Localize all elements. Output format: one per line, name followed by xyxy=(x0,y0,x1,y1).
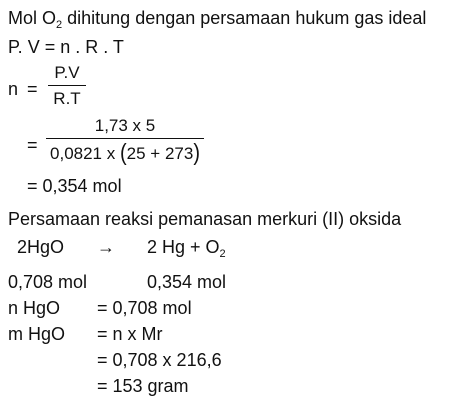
substitution-fraction-bar xyxy=(46,138,204,140)
m-hgo-label: m HgO xyxy=(8,324,66,344)
products-o2-subscript: 2 xyxy=(219,248,226,260)
intro-text-before-sub: Mol O xyxy=(8,8,57,28)
m-hgo-result: = 153 gram xyxy=(97,376,189,396)
oxygen-subscript: 2 xyxy=(56,19,63,31)
n-symbol: n xyxy=(8,79,19,99)
products-text: 2 Hg + O xyxy=(147,237,220,257)
n-equals: = xyxy=(27,79,38,99)
ideal-gas-law: P. V = n . R . T xyxy=(8,37,124,57)
n-hgo-value: = 0,708 mol xyxy=(97,298,192,318)
paren-content: 25 + 273 xyxy=(126,144,194,164)
m-hgo-substituted: = 0,708 x 216,6 xyxy=(97,350,222,370)
intro-text: Mol O2 dihitung dengan persamaan hukum g… xyxy=(8,8,427,31)
substitution-equals: = xyxy=(27,135,38,155)
denominator-prefix: 0,0821 x xyxy=(50,144,116,164)
rt-denominator: R.T xyxy=(53,89,81,109)
substitution-numerator: 1,73 x 5 xyxy=(94,116,156,135)
close-paren: ) xyxy=(193,140,200,166)
pv-over-rt-fraction: P.V R.T xyxy=(48,64,86,107)
reaction-products: 2 Hg + O2 xyxy=(147,237,226,260)
reaction-arrow: → xyxy=(97,237,115,257)
open-paren: ( xyxy=(119,140,127,166)
mol-hgo-value: 0,708 mol xyxy=(8,272,88,292)
fraction-bar xyxy=(48,85,86,87)
n-hgo-label: n HgO xyxy=(8,298,61,318)
m-hgo-formula: = n x Mr xyxy=(97,324,163,344)
substitution-fraction: 1,73 x 5 0,0821 x (25 + 273) xyxy=(46,116,204,166)
reaction-title: Persamaan reaksi pemanasan merkuri (II) … xyxy=(8,209,402,229)
reactant-hgo: 2HgO xyxy=(17,237,65,257)
mol-o2-value: 0,354 mol xyxy=(147,272,227,292)
substitution-denominator: 0,0821 x (25 + 273) xyxy=(46,140,204,166)
result-mol: = 0,354 mol xyxy=(27,176,122,196)
intro-text-after-sub: dihitung dengan persamaan hukum gas idea… xyxy=(62,8,427,28)
pv-numerator: P.V xyxy=(54,63,80,82)
